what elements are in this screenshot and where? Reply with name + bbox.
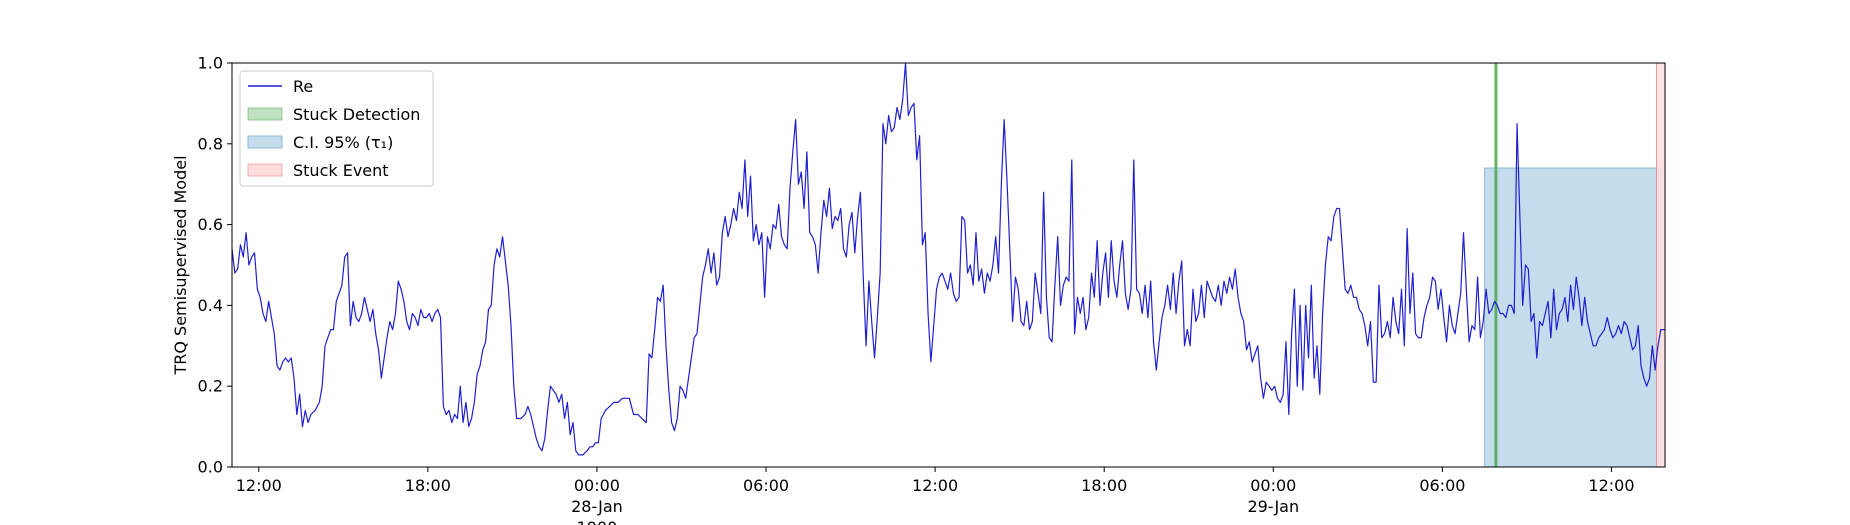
y-tick-label: 0.2: [198, 377, 223, 396]
x-tick-label-time: 00:00: [1250, 476, 1296, 495]
highlight-regions: [1484, 62, 1666, 468]
x-axis: 12:00 18:00 00:00 28-Jan 1900 06:00 12:00 18:00…: [236, 467, 1635, 525]
series-line-re: [231, 62, 1665, 456]
x-tick-label-date: 29-Jan: [1247, 497, 1299, 516]
legend-label-ci95: C.I. 95% (τ₁): [293, 133, 393, 152]
legend-label-stuck-event: Stuck Event: [293, 161, 389, 180]
x-tick-label-time: 18:00: [1081, 476, 1127, 495]
x-tick-label-time: 06:00: [1419, 476, 1465, 495]
x-tick-label-date: 28-Jan: [571, 497, 623, 516]
x-tick-label-time: 18:00: [405, 476, 451, 495]
y-tick-label: 0.0: [198, 458, 223, 477]
legend-label-stuck-detection: Stuck Detection: [293, 105, 420, 124]
y-tick-label: 0.6: [198, 215, 223, 234]
x-tick-label-time: 00:00: [574, 476, 620, 495]
legend-swatch-ci95: [247, 135, 283, 149]
legend: Re Stuck Detection C.I. 95% (τ₁) Stuck E…: [239, 70, 434, 187]
x-tick-label-time: 06:00: [743, 476, 789, 495]
stuck-event-region: [1656, 62, 1666, 468]
y-tick-label: 0.4: [198, 296, 223, 315]
y-tick-label: 1.0: [198, 54, 223, 73]
legend-frame: [239, 70, 434, 187]
ci95-region: [1484, 167, 1662, 468]
x-tick-label-time: 12:00: [236, 476, 282, 495]
y-tick-label: 0.8: [198, 134, 223, 153]
legend-swatch-stuck-event: [247, 163, 283, 177]
plot-area-frame: [231, 62, 1666, 468]
legend-label-re: Re: [293, 77, 313, 96]
legend-swatch-stuck-detection: [247, 107, 283, 121]
x-tick-label-time: 12:00: [912, 476, 958, 495]
y-axis: 0.0 0.2 0.4 0.6 0.8 1.0: [198, 54, 232, 477]
x-tick-label-time: 12:00: [1588, 476, 1634, 495]
x-tick-label-year: 1900: [577, 518, 618, 525]
y-axis-label: TRQ Semisupervised Model: [171, 155, 190, 375]
